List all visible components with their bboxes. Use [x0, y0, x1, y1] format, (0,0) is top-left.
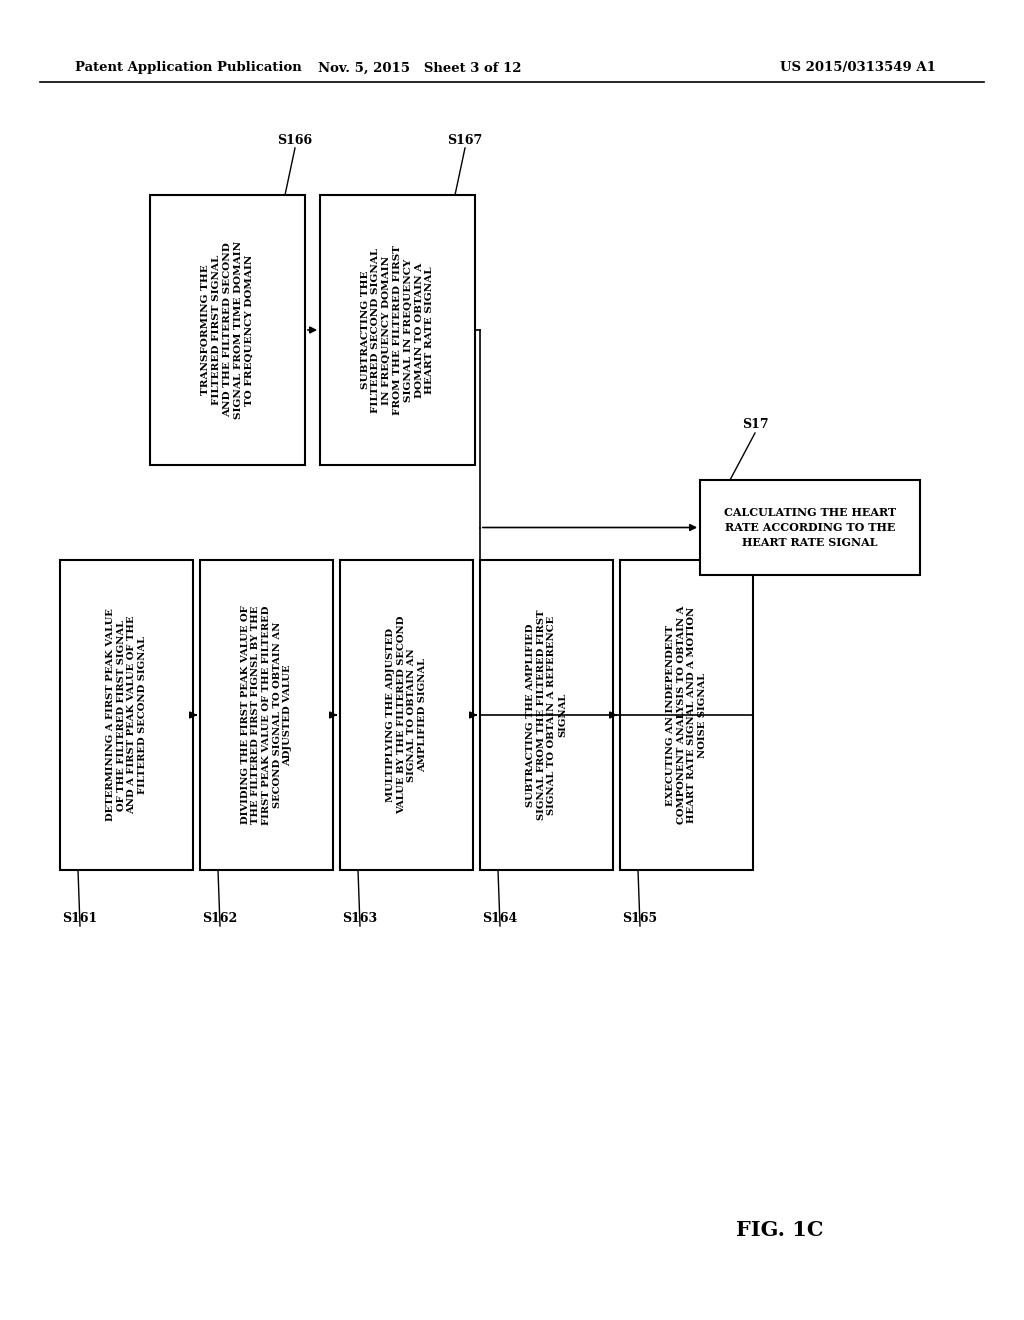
Text: MULTIPLYING THE ADJUSTED
VALUE BY THE FILTERED SECOND
SIGNAL TO OBTAIN AN
AMPLIF: MULTIPLYING THE ADJUSTED VALUE BY THE FI…: [386, 616, 427, 814]
Text: S165: S165: [623, 912, 657, 924]
Text: S162: S162: [203, 912, 238, 924]
Bar: [200, 560, 333, 870]
Bar: [319, 195, 475, 465]
Text: EXECUTING AN INDEPENDENT
COMPONENT ANALYSIS TO OBTAIN A
HEART RATE SIGNAL AND A : EXECUTING AN INDEPENDENT COMPONENT ANALY…: [666, 606, 708, 824]
Text: S166: S166: [278, 133, 312, 147]
Bar: [480, 560, 613, 870]
Text: S161: S161: [62, 912, 97, 924]
Bar: [60, 560, 193, 870]
Text: FIG. 1C: FIG. 1C: [736, 1220, 823, 1239]
Text: DIVIDING THE FIRST PEAK VALUE OF
THE FILTERED FIRST FIGNSL BY THE
FIRST PEAK VAL: DIVIDING THE FIRST PEAK VALUE OF THE FIL…: [241, 606, 293, 825]
Bar: [340, 560, 473, 870]
Text: S164: S164: [482, 912, 517, 924]
Text: DETERMINING A FIRST PEAK VALUE
OF THE FILTERED FIRST SIGNAL
AND A FIRST PEAK VAL: DETERMINING A FIRST PEAK VALUE OF THE FI…: [105, 609, 147, 821]
Bar: [150, 195, 305, 465]
Text: SUBTRACTING THE AMPLIFIED
SIGNAL FROM THE FILTERED FIRST
SIGNAL TO OBTAIN A REFE: SUBTRACTING THE AMPLIFIED SIGNAL FROM TH…: [526, 610, 567, 820]
Text: SUBTRACTING THE
FILTERED SECOND SIGNAL
IN FREQUENCY DOMAIN
FROM THE FILTERED FIR: SUBTRACTING THE FILTERED SECOND SIGNAL I…: [360, 246, 434, 414]
Bar: [700, 480, 920, 576]
Text: TRANSFORMING THE
FILTERED FIRST SIGNAL
AND THE FILTERED SECOND
SIGNAL FROM TIME : TRANSFORMING THE FILTERED FIRST SIGNAL A…: [202, 242, 254, 418]
Text: Patent Application Publication: Patent Application Publication: [75, 62, 302, 74]
Bar: [620, 560, 753, 870]
Text: S167: S167: [447, 133, 482, 147]
Text: S163: S163: [342, 912, 378, 924]
Text: S17: S17: [741, 418, 768, 432]
Text: CALCULATING THE HEART
RATE ACCORDING TO THE
HEART RATE SIGNAL: CALCULATING THE HEART RATE ACCORDING TO …: [724, 507, 896, 548]
Text: Nov. 5, 2015   Sheet 3 of 12: Nov. 5, 2015 Sheet 3 of 12: [318, 62, 522, 74]
Text: US 2015/0313549 A1: US 2015/0313549 A1: [780, 62, 936, 74]
